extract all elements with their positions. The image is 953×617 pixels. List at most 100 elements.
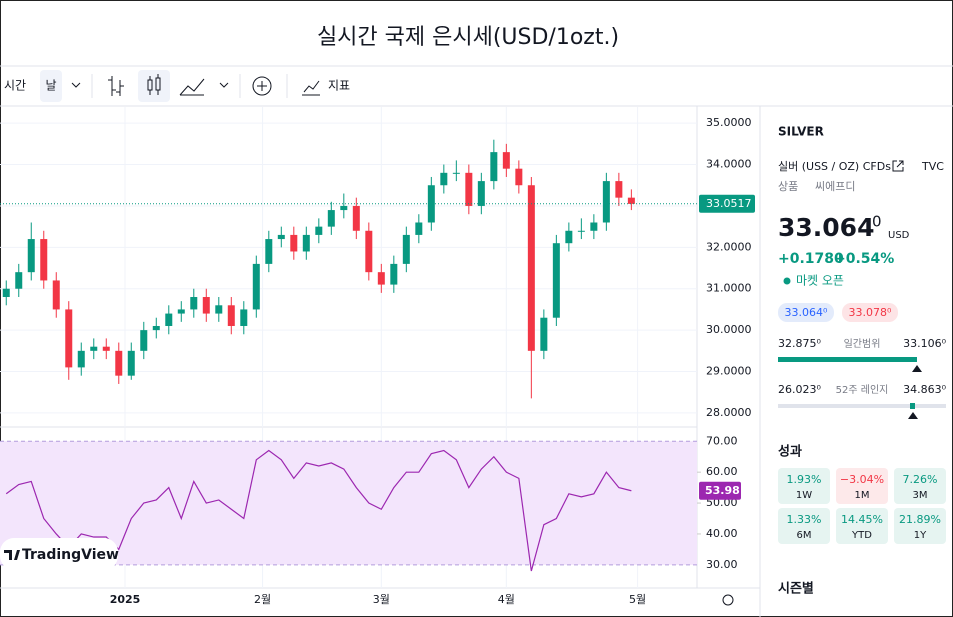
subcategory: 씨에프디 bbox=[815, 180, 855, 193]
exchange: TVC bbox=[921, 160, 944, 173]
timeframe[interactable]: 날 bbox=[45, 79, 56, 93]
candle-body bbox=[277, 234, 285, 240]
day-low: 32.875⁰ bbox=[778, 337, 821, 350]
perf-value: 1.93% bbox=[787, 473, 822, 486]
perf-value: −3.04% bbox=[840, 473, 884, 486]
perf-period: 1Y bbox=[914, 530, 927, 541]
day-range-label: 일간범위 bbox=[844, 337, 881, 350]
candle-body bbox=[565, 230, 573, 244]
dropdown[interactable] bbox=[71, 82, 81, 88]
candle-body bbox=[465, 172, 473, 206]
candle-body bbox=[165, 313, 173, 326]
perf-box bbox=[778, 468, 830, 504]
candle-body bbox=[552, 243, 560, 318]
y-tick-label: 30.00 bbox=[706, 558, 738, 571]
y-tick-label: 70.00 bbox=[706, 434, 738, 447]
candle-body bbox=[190, 297, 198, 310]
change: +0.1780 bbox=[778, 251, 844, 267]
candle-body bbox=[152, 325, 160, 331]
candle-body bbox=[502, 152, 510, 169]
candle-body bbox=[77, 350, 85, 368]
candle-body bbox=[315, 226, 323, 235]
perf-period: 3M bbox=[913, 490, 928, 501]
y-tick-label: 34.0000 bbox=[706, 158, 752, 171]
seasonal-title: 시즌별 bbox=[778, 581, 814, 597]
candle-body bbox=[302, 234, 310, 252]
ask: 33.078⁰ bbox=[849, 306, 892, 319]
description: 실버 (USS / OZ) CFDs bbox=[778, 160, 891, 173]
candle-body bbox=[90, 346, 98, 351]
week52-pos bbox=[910, 403, 915, 409]
last-price-label: 33.0517 bbox=[706, 197, 752, 210]
candle-body bbox=[202, 297, 210, 314]
y-tick-label: 40.00 bbox=[706, 527, 738, 540]
range-marker bbox=[908, 412, 918, 419]
range-marker bbox=[912, 365, 922, 372]
candle-body bbox=[327, 210, 335, 227]
candle-body bbox=[265, 239, 273, 264]
candle-body bbox=[477, 181, 485, 206]
candle-body bbox=[27, 239, 35, 273]
candle-body bbox=[252, 263, 260, 310]
rsi-last-label: 53.98 bbox=[705, 484, 740, 497]
candle-body bbox=[352, 205, 360, 231]
x-tick-label: 2025 bbox=[110, 593, 141, 606]
week52-low: 26.023⁰ bbox=[778, 383, 821, 396]
candle-body bbox=[427, 185, 435, 223]
y-tick-label: 30.0000 bbox=[706, 323, 752, 336]
logo-bg bbox=[0, 538, 118, 570]
status-dot bbox=[783, 277, 791, 285]
candle-body bbox=[290, 234, 298, 252]
plot: 28.000029.000030.000031.000032.000033.00… bbox=[0, 107, 755, 606]
ask-bg bbox=[842, 303, 898, 322]
candle-body bbox=[115, 350, 123, 376]
rsi-band bbox=[0, 441, 697, 565]
price: 33.064 bbox=[778, 213, 874, 242]
candle-body bbox=[590, 222, 598, 231]
candle-body bbox=[377, 272, 385, 285]
y-tick-label: 29.0000 bbox=[706, 365, 752, 378]
x-tick-label: 5월 bbox=[629, 593, 646, 606]
perf-box bbox=[836, 508, 888, 544]
symbol: SILVER bbox=[778, 125, 824, 139]
timeframe-bg[interactable] bbox=[40, 70, 62, 102]
candle-body bbox=[402, 234, 410, 264]
currency: USD bbox=[888, 230, 910, 241]
candle-body bbox=[527, 185, 535, 351]
sidebar: SILVER 실버 (USS / OZ) CFDs TVC 상품 씨에프디 33… bbox=[778, 125, 947, 597]
candle-body bbox=[127, 350, 135, 376]
perf-period: YTD bbox=[851, 530, 872, 541]
category: 상품 bbox=[778, 180, 798, 193]
perf-box bbox=[778, 508, 830, 544]
perf-value: 14.45% bbox=[841, 513, 883, 526]
title: 실시간 국제 은시세(USD/1ozt.) bbox=[317, 25, 619, 50]
bid: 33.064⁰ bbox=[785, 306, 828, 319]
logo: TradingView bbox=[22, 547, 119, 563]
candle-body bbox=[227, 305, 235, 326]
candle-body bbox=[452, 172, 460, 174]
candle-body bbox=[240, 309, 248, 326]
candle-body bbox=[102, 346, 110, 351]
candle-body bbox=[15, 272, 23, 289]
interval[interactable]: 시간 bbox=[4, 79, 26, 93]
y-tick-label: 31.0000 bbox=[706, 282, 752, 295]
perf-box bbox=[894, 468, 946, 504]
x-tick-label: 4월 bbox=[498, 593, 515, 606]
status: 마켓 오픈 bbox=[796, 274, 844, 288]
candle-body bbox=[490, 152, 498, 182]
day-range-bar bbox=[778, 357, 917, 362]
indicators[interactable]: 지표 bbox=[328, 79, 350, 93]
week52-high: 34.863⁰ bbox=[903, 383, 946, 396]
y-tick-label: 60.00 bbox=[706, 465, 738, 478]
candle-body bbox=[40, 239, 48, 281]
y-tick-label: 32.0000 bbox=[706, 240, 752, 253]
chart-type-icons[interactable] bbox=[108, 70, 320, 102]
perf-period: 1W bbox=[796, 490, 812, 501]
candle-body bbox=[540, 317, 548, 351]
candle-body bbox=[615, 181, 623, 198]
candle-body bbox=[177, 309, 185, 314]
link-icon[interactable] bbox=[892, 160, 904, 172]
settings-icon[interactable] bbox=[722, 594, 734, 606]
logo-icon bbox=[4, 550, 20, 560]
bid-bg bbox=[778, 303, 834, 322]
